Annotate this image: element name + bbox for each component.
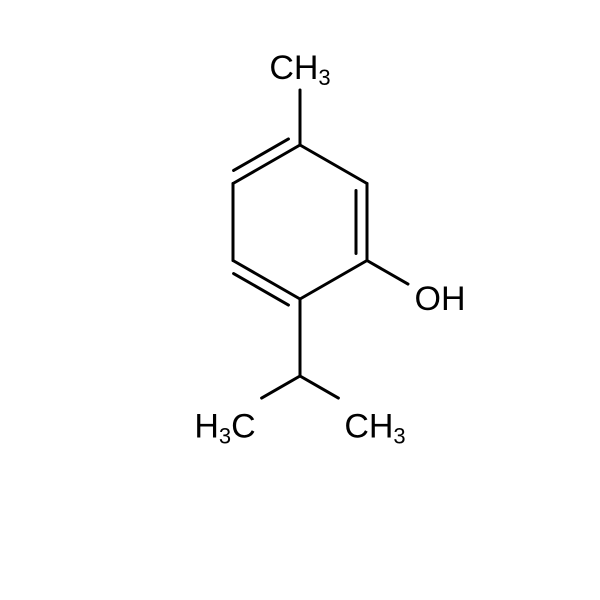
- atom-label-ch3-bottom-right: CH3: [344, 408, 405, 449]
- atom-label-ch3-top: CH3: [269, 49, 330, 90]
- labels-layer: CH3 OH H3C CH3: [194, 49, 465, 448]
- bond: [262, 376, 300, 398]
- atom-label-oh: OH: [415, 280, 466, 318]
- molecule-diagram: CH3 OH H3C CH3: [0, 0, 600, 600]
- bond: [367, 261, 408, 285]
- bond: [300, 261, 367, 300]
- bonds-layer: [233, 90, 408, 398]
- bond: [300, 376, 338, 398]
- bond: [300, 145, 367, 184]
- atom-label-ch3-bottom-left: H3C: [194, 408, 255, 449]
